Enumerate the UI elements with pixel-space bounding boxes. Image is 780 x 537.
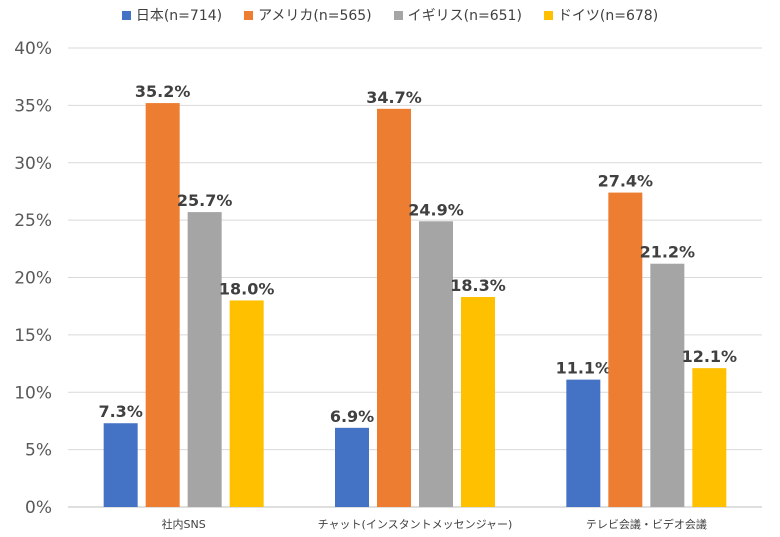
x-category-label: 社内SNS: [162, 517, 206, 531]
legend-label: アメリカ(n=565): [258, 8, 372, 24]
data-label: 6.9%: [330, 407, 374, 426]
y-tick-label: 35%: [14, 96, 52, 116]
data-label: 11.1%: [556, 359, 612, 378]
bar: [377, 108, 411, 507]
bar: [608, 192, 643, 507]
data-label: 7.3%: [98, 402, 142, 421]
legend-swatch: [393, 10, 403, 20]
y-tick-label: 40%: [14, 39, 52, 59]
legend-swatch: [121, 10, 131, 20]
bar: [187, 212, 222, 507]
bar: [145, 103, 180, 507]
y-tick-label: 5%: [25, 441, 52, 461]
y-tick-label: 15%: [14, 326, 52, 346]
bar: [692, 368, 727, 507]
data-label: 24.9%: [408, 200, 464, 219]
legend-swatch: [543, 10, 553, 20]
data-label: 35.2%: [135, 82, 191, 101]
data-label: 34.7%: [366, 88, 422, 107]
legend-item: アメリカ(n=565): [244, 5, 372, 25]
data-label: 18.3%: [450, 276, 506, 295]
legend: 日本(n=714) アメリカ(n=565) イギリス(n=651) ドイツ(n=678…: [0, 5, 780, 25]
data-label: 21.2%: [640, 243, 696, 262]
legend-item: 日本(n=714): [121, 5, 223, 25]
data-label: 25.7%: [177, 191, 233, 210]
bar: [419, 221, 453, 507]
legend-label: 日本(n=714): [135, 8, 223, 24]
y-tick-label: 10%: [14, 383, 52, 403]
bar: [566, 379, 601, 507]
y-tick-label: 20%: [14, 269, 52, 289]
x-category-label: チャット(インスタントメッセンジャー): [318, 518, 513, 531]
legend-label: イギリス(n=651): [407, 8, 522, 24]
data-label: 12.1%: [682, 347, 738, 366]
bar: [650, 263, 685, 507]
bar: [229, 300, 264, 507]
x-category-label: テレビ会議・ビデオ会議: [586, 517, 707, 531]
legend-item: ドイツ(n=678): [543, 5, 659, 25]
data-label: 18.0%: [219, 279, 275, 298]
y-tick-label: 30%: [14, 154, 52, 174]
y-tick-label: 25%: [14, 211, 52, 231]
legend-label: ドイツ(n=678): [557, 8, 659, 24]
bar: [103, 423, 138, 507]
y-tick-label: 0%: [25, 498, 52, 518]
legend-swatch: [244, 10, 254, 20]
data-label: 27.4%: [598, 172, 654, 191]
legend-item: イギリス(n=651): [393, 5, 522, 25]
bar: [335, 427, 369, 507]
bar: [461, 297, 495, 507]
